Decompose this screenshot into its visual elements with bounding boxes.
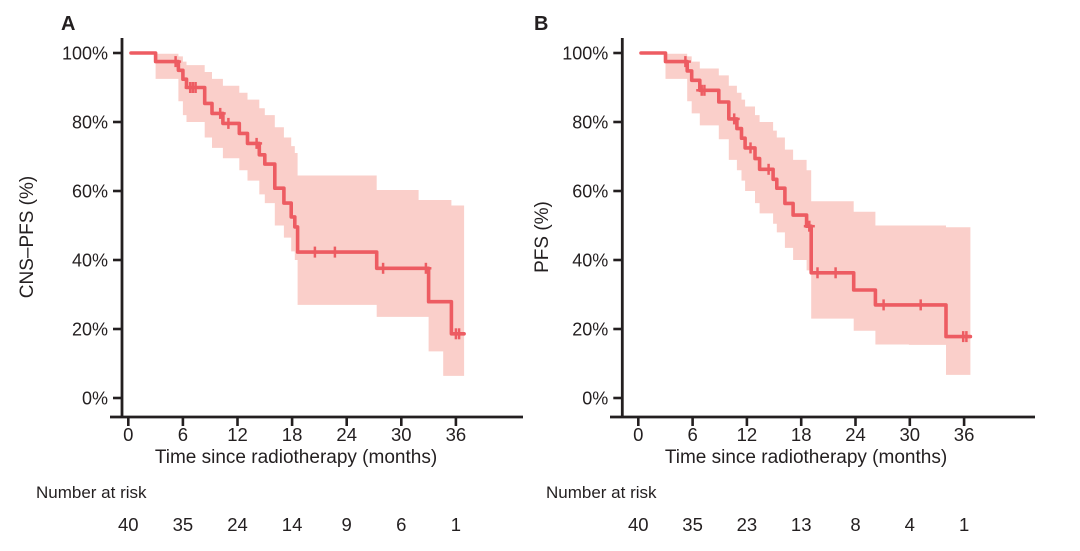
number-at-risk-label-b: Number at risk [546, 483, 657, 502]
panel-b-label: B [534, 13, 549, 35]
x-axis-title-b: Time since radiotherapy (months) [664, 447, 948, 468]
km-plot-panel-b: 100% 80% 60% 40% 20% 0% 0 6 12 18 24 30 36 40 35 23 13 8 4… [562, 38, 1035, 535]
confidence-band [665, 53, 971, 375]
y-tick-label: 20% [572, 320, 608, 340]
number-at-risk-value: 1 [451, 514, 461, 535]
number-at-risk-value: 9 [342, 514, 352, 535]
km-plot-panel-a: 100% 80% 60% 40% 20% 0% 0 6 12 18 24 30 36 40 35 24 14 9 6… [62, 38, 523, 535]
x-tick-label: 18 [282, 424, 303, 445]
x-tick-label: 12 [737, 424, 758, 445]
number-at-risk-value: 35 [682, 514, 703, 535]
x-tick-label: 36 [446, 424, 467, 445]
number-at-risk-value: 40 [628, 514, 649, 535]
x-axis-title-a: Time since radiotherapy (months) [154, 447, 438, 468]
y-tick-label: 0% [82, 389, 108, 409]
y-tick-label: 40% [72, 251, 108, 271]
x-tick-label: 30 [900, 424, 921, 445]
y-axis-title-a: CNS–PFS (%) [17, 175, 38, 299]
x-tick-label: 12 [227, 424, 248, 445]
x-tick-label: 6 [687, 424, 697, 445]
panel-a-label: A [61, 13, 76, 35]
number-at-risk-value: 6 [396, 514, 406, 535]
y-tick-label: 60% [572, 182, 608, 202]
number-at-risk-value: 1 [959, 514, 969, 535]
y-axis-title-b: PFS (%) [532, 201, 553, 273]
number-at-risk-value: 40 [118, 514, 139, 535]
y-tick-label: 40% [572, 251, 608, 271]
x-tick-label: 30 [391, 424, 412, 445]
number-at-risk-value: 8 [850, 514, 860, 535]
number-at-risk-value: 14 [282, 514, 303, 535]
x-tick-label: 0 [633, 424, 643, 445]
x-tick-label: 36 [954, 424, 975, 445]
y-tick-label: 20% [72, 320, 108, 340]
y-tick-label: 100% [562, 44, 608, 64]
y-tick-label: 80% [72, 113, 108, 133]
x-tick-label: 6 [178, 424, 188, 445]
y-tick-label: 0% [582, 389, 608, 409]
y-tick-label: 80% [572, 113, 608, 133]
x-tick-label: 18 [791, 424, 812, 445]
number-at-risk-value: 23 [737, 514, 758, 535]
number-at-risk-value: 35 [173, 514, 194, 535]
x-tick-label: 0 [123, 424, 133, 445]
x-tick-label: 24 [845, 424, 866, 445]
number-at-risk-value: 24 [227, 514, 248, 535]
y-tick-label: 100% [62, 44, 108, 64]
x-tick-label: 24 [336, 424, 357, 445]
number-at-risk-label-a: Number at risk [36, 483, 147, 502]
confidence-band [155, 53, 465, 376]
number-at-risk-value: 13 [791, 514, 812, 535]
number-at-risk-value: 4 [905, 514, 915, 535]
y-tick-label: 60% [72, 182, 108, 202]
